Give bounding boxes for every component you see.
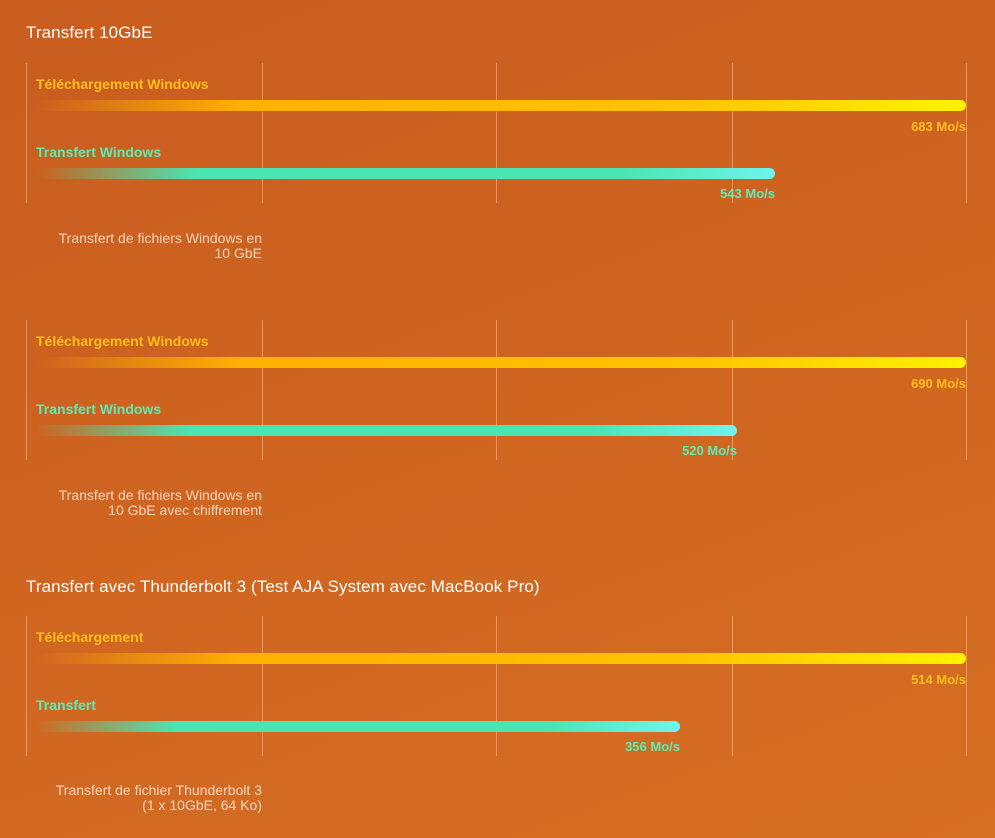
gridline: [966, 63, 967, 203]
download-value-label: 514 Mo/s: [911, 672, 966, 687]
transfer-bar: [36, 721, 680, 732]
gridline: [966, 616, 967, 756]
caption-line: Transfert de fichiers Windows en: [58, 487, 262, 503]
gridline: [26, 63, 27, 203]
caption-line: 10 GbE avec chiffrement: [108, 502, 262, 518]
gridline: [26, 616, 27, 756]
gridline: [262, 63, 263, 203]
bar-chart-3: Téléchargement 514 Mo/s Transfert 356 Mo/s: [26, 616, 968, 756]
gridline: [966, 320, 967, 460]
transfer-label: Transfert Windows: [36, 401, 162, 417]
download-label: Téléchargement: [36, 629, 144, 645]
download-bar: [36, 653, 966, 664]
transfer-value-label: 543 Mo/s: [720, 186, 775, 201]
gridline: [26, 320, 27, 460]
transfer-bar: [36, 425, 737, 436]
caption-line: (1 x 10GbE, 64 Ko): [142, 797, 262, 813]
gridline: [732, 320, 733, 460]
caption-line: Transfert de fichier Thunderbolt 3: [55, 782, 262, 798]
gridline: [262, 616, 263, 756]
gridline: [262, 320, 263, 460]
download-bar: [36, 100, 966, 111]
gridline: [732, 63, 733, 203]
gridline: [496, 320, 497, 460]
section-title-thunderbolt: Transfert avec Thunderbolt 3 (Test AJA S…: [26, 577, 540, 596]
transfer-value-label: 520 Mo/s: [682, 443, 737, 458]
bar-chart-2: Téléchargement Windows 690 Mo/s Transfert …: [26, 320, 968, 460]
gridline: [496, 63, 497, 203]
download-value-label: 690 Mo/s: [911, 376, 966, 391]
download-label: Téléchargement Windows: [36, 76, 209, 92]
caption-line: 10 GbE: [214, 245, 262, 261]
transfer-label: Transfert Windows: [36, 144, 162, 160]
chart-caption: Transfert de fichiers Windows en 10 GbE a…: [26, 488, 262, 518]
transfer-value-label: 356 Mo/s: [625, 739, 680, 754]
transfer-bar: [36, 168, 775, 179]
download-value-label: 683 Mo/s: [911, 119, 966, 134]
chart-caption: Transfert de fichier Thunderbolt 3 (1 x 1…: [26, 783, 262, 813]
caption-line: Transfert de fichiers Windows en: [58, 230, 262, 246]
download-label: Téléchargement Windows: [36, 333, 209, 349]
download-bar: [36, 357, 966, 368]
gridline: [732, 616, 733, 756]
gridline: [496, 616, 497, 756]
chart-caption: Transfert de fichiers Windows en 10 GbE: [26, 231, 262, 261]
section-title-10gbe: Transfert 10GbE: [26, 23, 153, 42]
transfer-label: Transfert: [36, 697, 96, 713]
bar-chart-1: Téléchargement Windows 683 Mo/s Transfert …: [26, 63, 968, 203]
